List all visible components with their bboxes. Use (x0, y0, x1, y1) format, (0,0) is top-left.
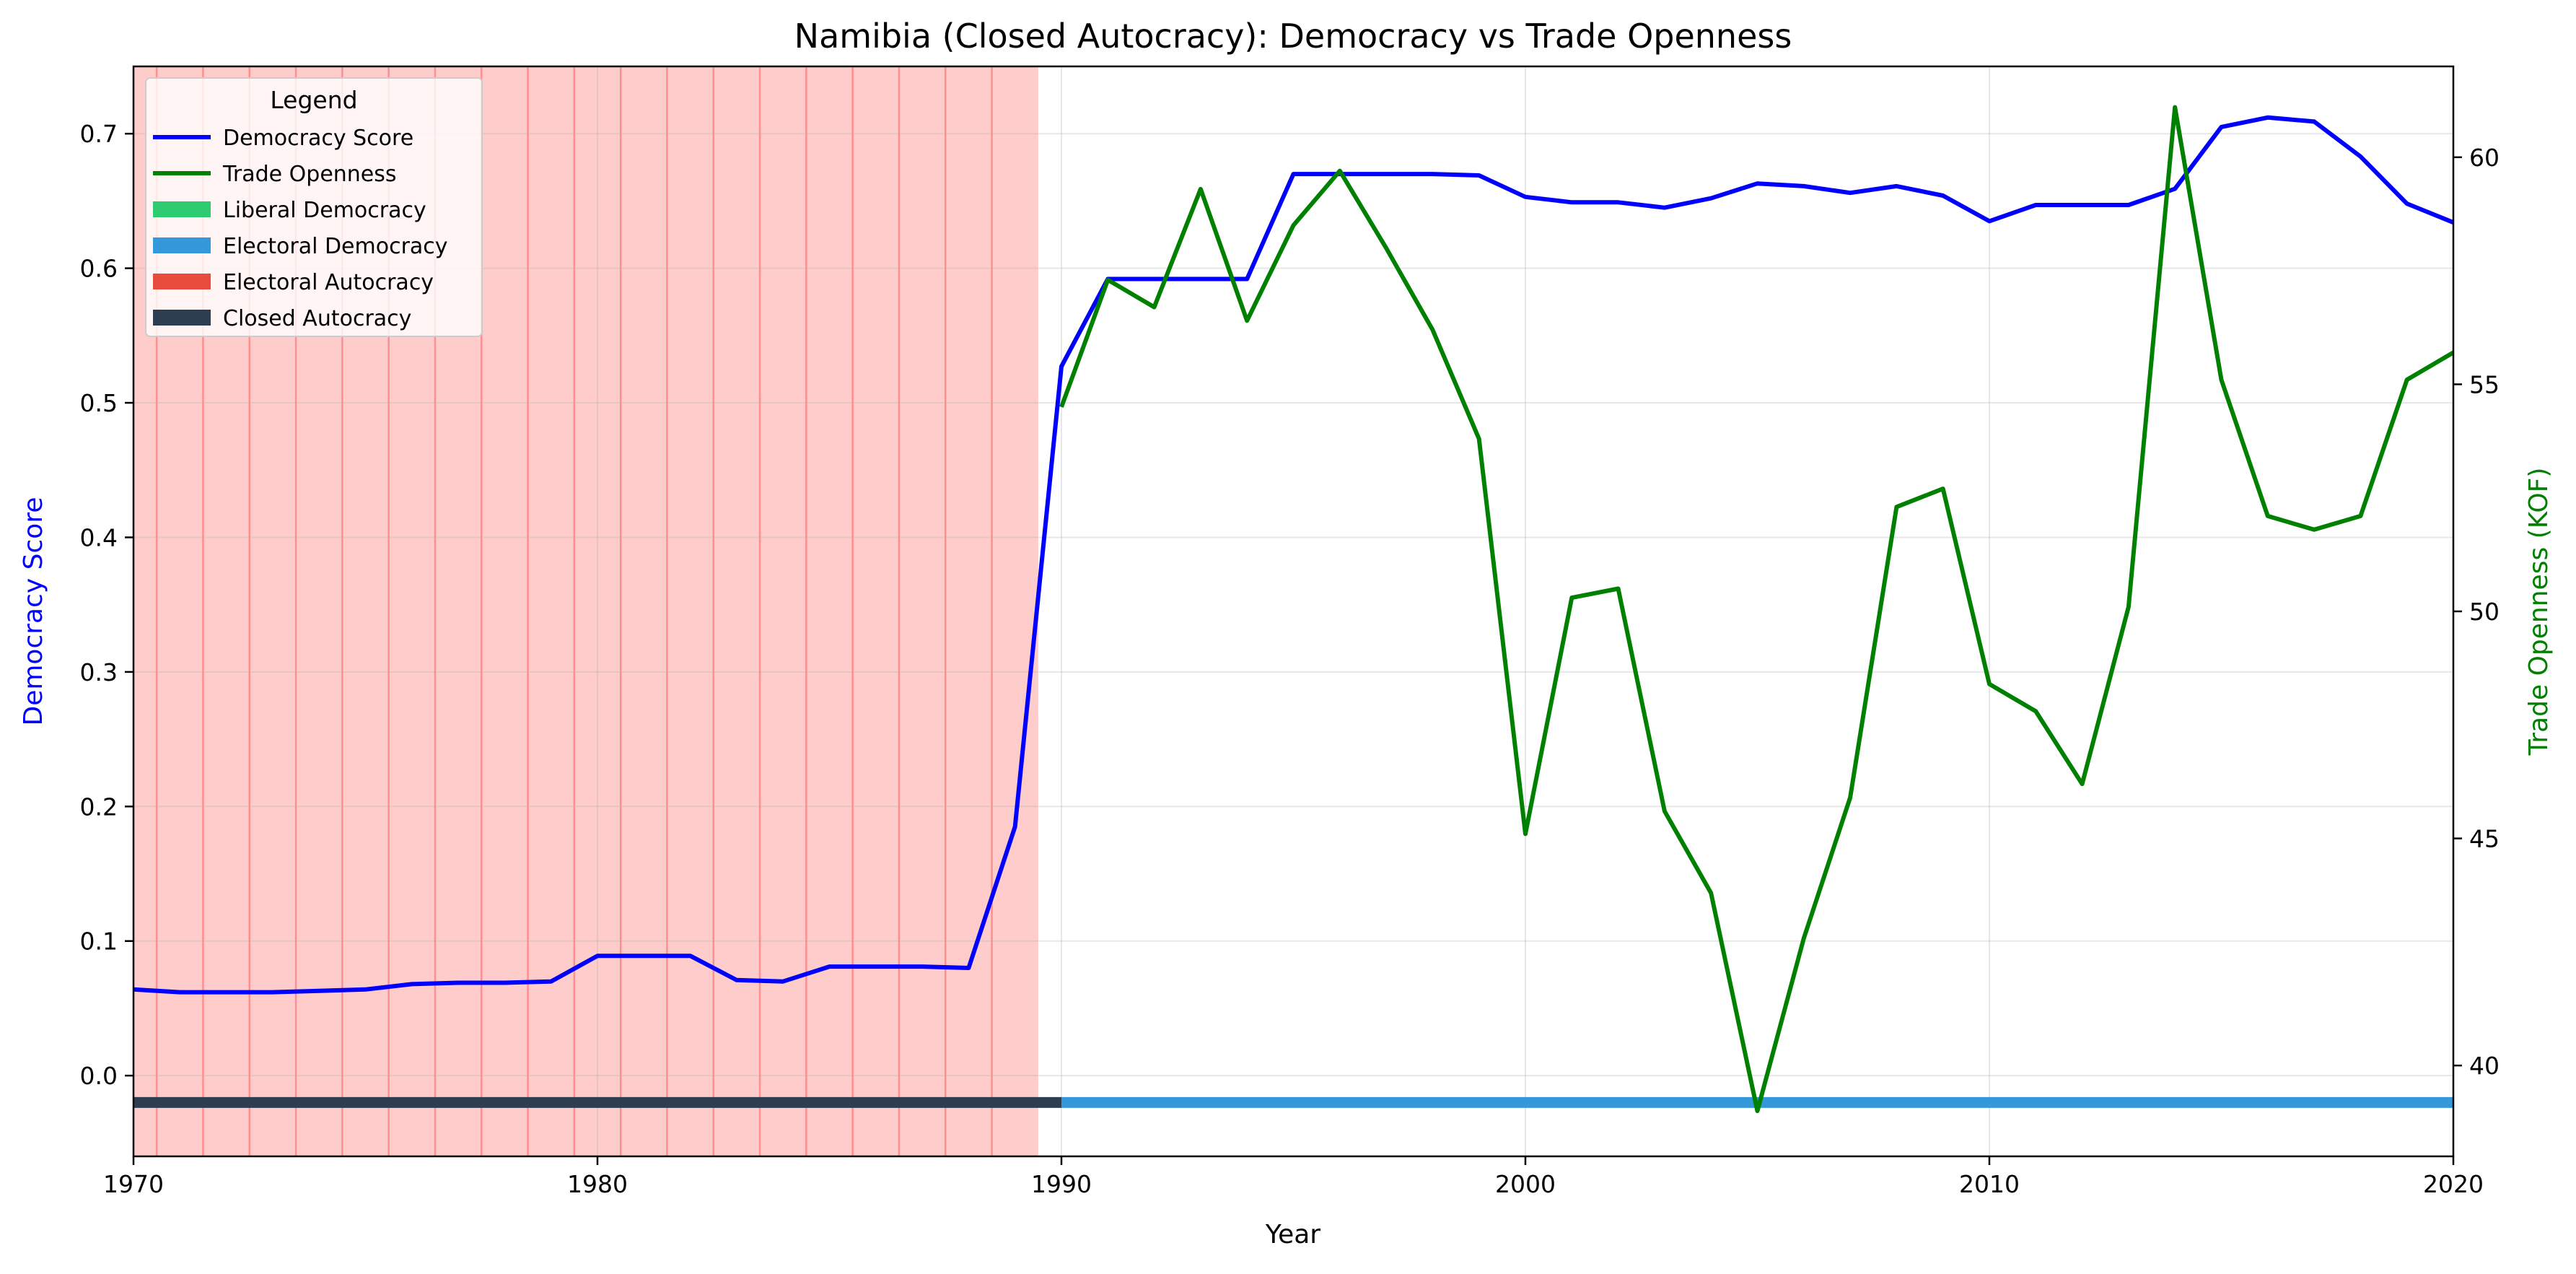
y-axis-right-label: Trade Openness (KOF) (2524, 468, 2554, 756)
y-left-tick-label-5: 0.5 (80, 389, 118, 417)
x-axis-label: Year (1265, 1220, 1320, 1249)
x-tick-label-4: 2010 (1959, 1170, 2020, 1198)
x-tick-label-2: 1990 (1031, 1170, 1092, 1198)
y-left-tick-label-6: 0.6 (80, 255, 118, 283)
axis-ticks: 1970 1980 1990 2000 2010 2020 0.0 0.1 0.2 0.3 0.4 0… (80, 120, 2500, 1198)
legend-entry-label-1: Trade Openness (222, 162, 397, 187)
legend-entry-label-0: Democracy Score (223, 126, 413, 151)
x-tick-label-1: 1980 (567, 1170, 628, 1198)
y-right-tick-label-2: 50 (2469, 598, 2500, 626)
y-right-tick-label-4: 60 (2469, 144, 2500, 172)
series-lines (133, 105, 2455, 1114)
legend-swatch-4 (153, 274, 211, 289)
legend-swatch-3 (153, 237, 211, 253)
legend-title: Legend (270, 86, 357, 114)
series-line-0 (133, 115, 2455, 995)
legend-swatch-2 (153, 201, 211, 217)
legend-entry-label-4: Electoral Autocracy (223, 270, 434, 295)
x-tick-label-5: 2020 (2423, 1170, 2484, 1198)
x-tick-label-0: 1970 (103, 1170, 164, 1198)
y-left-tick-label-1: 0.1 (80, 928, 118, 956)
y-left-tick-label-0: 0.0 (80, 1062, 118, 1090)
series-line-1 (1059, 105, 2455, 1114)
legend: Legend Democracy Score Trade Openness Liber… (145, 77, 483, 337)
y-left-tick-label-3: 0.3 (80, 658, 118, 686)
chart-title: Namibia (Closed Autocracy): Democracy vs… (794, 17, 1792, 56)
y-axis-left-label: Democracy Score (19, 497, 48, 726)
legend-entry-label-5: Closed Autocracy (223, 306, 411, 331)
x-tick-label-3: 2000 (1495, 1170, 1556, 1198)
y-left-tick-label-4: 0.4 (80, 523, 118, 551)
legend-entry-label-2: Liberal Democracy (223, 198, 426, 223)
y-left-tick-label-7: 0.7 (80, 120, 118, 148)
y-right-tick-label-1: 45 (2469, 825, 2500, 853)
y-left-tick-label-2: 0.2 (80, 793, 118, 821)
legend-swatch-5 (153, 310, 211, 326)
y-right-tick-label-0: 40 (2469, 1052, 2500, 1080)
legend-box (145, 77, 483, 337)
y-right-tick-label-3: 55 (2469, 370, 2500, 398)
legend-entry-label-3: Electoral Democracy (223, 234, 448, 259)
